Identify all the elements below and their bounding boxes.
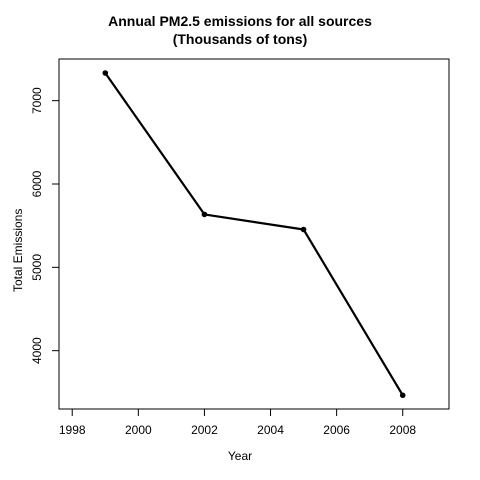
data-point — [300, 226, 307, 233]
x-axis: 1998 2000 2002 2004 2006 2008 — [59, 408, 416, 437]
data-point — [399, 392, 406, 399]
chart-title: Annual PM2.5 emissions for all sources — [108, 13, 372, 29]
y-tick-label: 4000 — [30, 337, 44, 364]
x-tick-label: 2000 — [125, 423, 152, 437]
y-tick-label: 7000 — [30, 87, 44, 114]
y-axis: 4000 5000 6000 7000 — [30, 87, 60, 364]
x-axis-label: Year — [227, 449, 253, 463]
series-line — [104, 72, 404, 396]
y-tick-label: 6000 — [30, 170, 44, 197]
x-tick-label: 2004 — [257, 423, 284, 437]
y-tick-label: 5000 — [30, 254, 44, 281]
emissions-series — [102, 70, 406, 399]
plot-frame — [58, 58, 450, 410]
data-point — [102, 70, 109, 76]
y-axis-label: Total Emissions — [11, 208, 25, 292]
data-point — [201, 211, 208, 218]
chart-subtitle: (Thousands of tons) — [172, 31, 308, 47]
x-tick-label: 2002 — [191, 423, 218, 437]
y-axis-label-box: Total Emissions — [3, 208, 33, 292]
x-tick-label: 2006 — [323, 423, 350, 437]
x-tick-label: 2008 — [389, 423, 416, 437]
x-tick-label: 1998 — [59, 423, 86, 437]
